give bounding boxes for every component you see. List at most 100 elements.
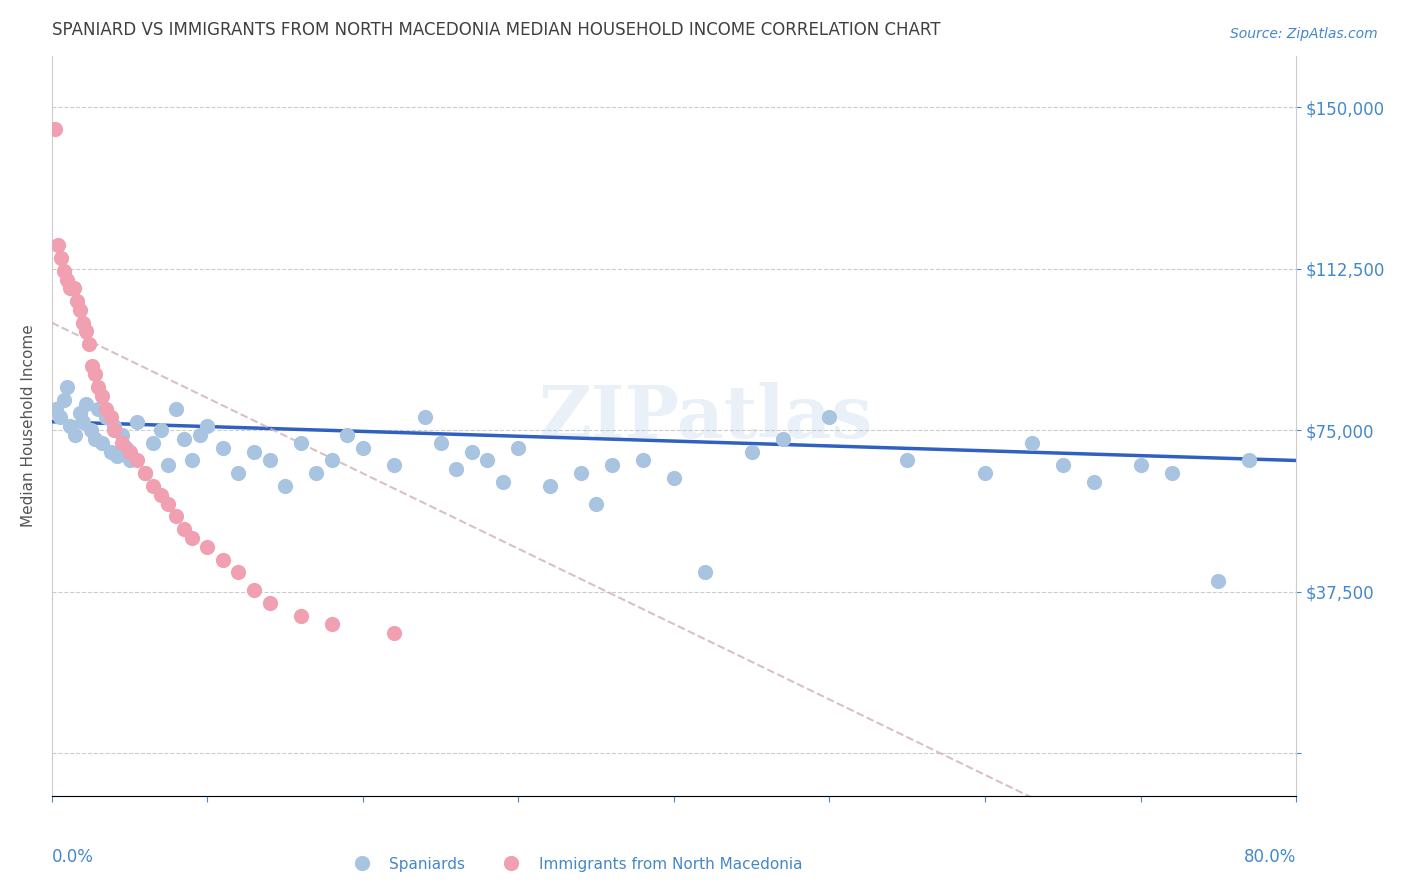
Point xyxy=(82,359,104,373)
Point xyxy=(188,427,211,442)
Point xyxy=(103,423,125,437)
Point xyxy=(321,617,343,632)
Point xyxy=(48,410,70,425)
Text: SPANIARD VS IMMIGRANTS FROM NORTH MACEDONIA MEDIAN HOUSEHOLD INCOME CORRELATION : SPANIARD VS IMMIGRANTS FROM NORTH MACEDO… xyxy=(52,21,941,39)
Point xyxy=(1021,436,1043,450)
Point xyxy=(212,441,235,455)
Point xyxy=(45,401,67,416)
Point xyxy=(75,397,97,411)
Point xyxy=(243,445,266,459)
Point xyxy=(87,380,110,394)
Point xyxy=(84,432,107,446)
Point xyxy=(818,410,841,425)
Point xyxy=(84,368,107,382)
Point xyxy=(305,467,328,481)
Point xyxy=(1129,458,1152,472)
Point xyxy=(413,410,436,425)
Point xyxy=(105,449,128,463)
Point xyxy=(44,121,66,136)
Point xyxy=(180,453,202,467)
Point xyxy=(352,441,374,455)
Point xyxy=(96,410,118,425)
Point xyxy=(127,453,149,467)
Point xyxy=(772,432,794,446)
Point xyxy=(461,445,484,459)
Point xyxy=(77,337,100,351)
Point xyxy=(149,488,172,502)
Point xyxy=(59,419,82,434)
Point xyxy=(1208,574,1230,588)
Point xyxy=(631,453,654,467)
Text: 0.0%: 0.0% xyxy=(52,848,94,866)
Point xyxy=(59,281,82,295)
Point xyxy=(72,316,94,330)
Point xyxy=(259,453,281,467)
Point xyxy=(382,625,405,640)
Point xyxy=(444,462,467,476)
Point xyxy=(111,436,134,450)
Point xyxy=(290,608,312,623)
Point xyxy=(142,436,165,450)
Legend: Spaniards, Immigrants from North Macedonia: Spaniards, Immigrants from North Macedon… xyxy=(340,850,808,878)
Point xyxy=(693,566,716,580)
Point xyxy=(53,264,76,278)
Point xyxy=(896,453,918,467)
Point xyxy=(1083,475,1105,489)
Point xyxy=(69,302,91,317)
Point xyxy=(157,458,180,472)
Point xyxy=(127,415,149,429)
Point xyxy=(115,441,138,455)
Point xyxy=(80,423,103,437)
Point xyxy=(103,419,125,434)
Point xyxy=(46,238,69,252)
Point xyxy=(173,522,195,536)
Point xyxy=(56,380,79,394)
Point xyxy=(243,582,266,597)
Point xyxy=(90,389,112,403)
Point xyxy=(72,415,94,429)
Point xyxy=(118,453,141,467)
Point xyxy=(974,467,997,481)
Point xyxy=(134,467,156,481)
Point xyxy=(569,467,592,481)
Point xyxy=(290,436,312,450)
Point xyxy=(228,467,250,481)
Point xyxy=(429,436,451,450)
Point xyxy=(336,427,359,442)
Point xyxy=(118,445,141,459)
Point xyxy=(149,423,172,437)
Point xyxy=(53,393,76,408)
Point xyxy=(477,453,499,467)
Point xyxy=(87,401,110,416)
Point xyxy=(741,445,763,459)
Point xyxy=(600,458,623,472)
Point xyxy=(212,552,235,566)
Point xyxy=(63,427,86,442)
Point xyxy=(111,427,134,442)
Point xyxy=(49,251,72,265)
Point xyxy=(69,406,91,420)
Text: ZIPatlas: ZIPatlas xyxy=(538,382,872,453)
Point xyxy=(157,497,180,511)
Point xyxy=(134,467,156,481)
Point xyxy=(165,401,187,416)
Point xyxy=(538,479,561,493)
Point xyxy=(66,294,89,309)
Point xyxy=(1160,467,1182,481)
Point xyxy=(274,479,297,493)
Point xyxy=(142,479,165,493)
Point xyxy=(96,401,118,416)
Point xyxy=(259,596,281,610)
Point xyxy=(173,432,195,446)
Point xyxy=(180,531,202,545)
Point xyxy=(56,272,79,286)
Point xyxy=(1052,458,1074,472)
Point xyxy=(165,509,187,524)
Point xyxy=(228,566,250,580)
Point xyxy=(195,419,218,434)
Point xyxy=(100,410,122,425)
Point xyxy=(195,540,218,554)
Point xyxy=(321,453,343,467)
Point xyxy=(1239,453,1261,467)
Y-axis label: Median Household Income: Median Household Income xyxy=(21,325,35,527)
